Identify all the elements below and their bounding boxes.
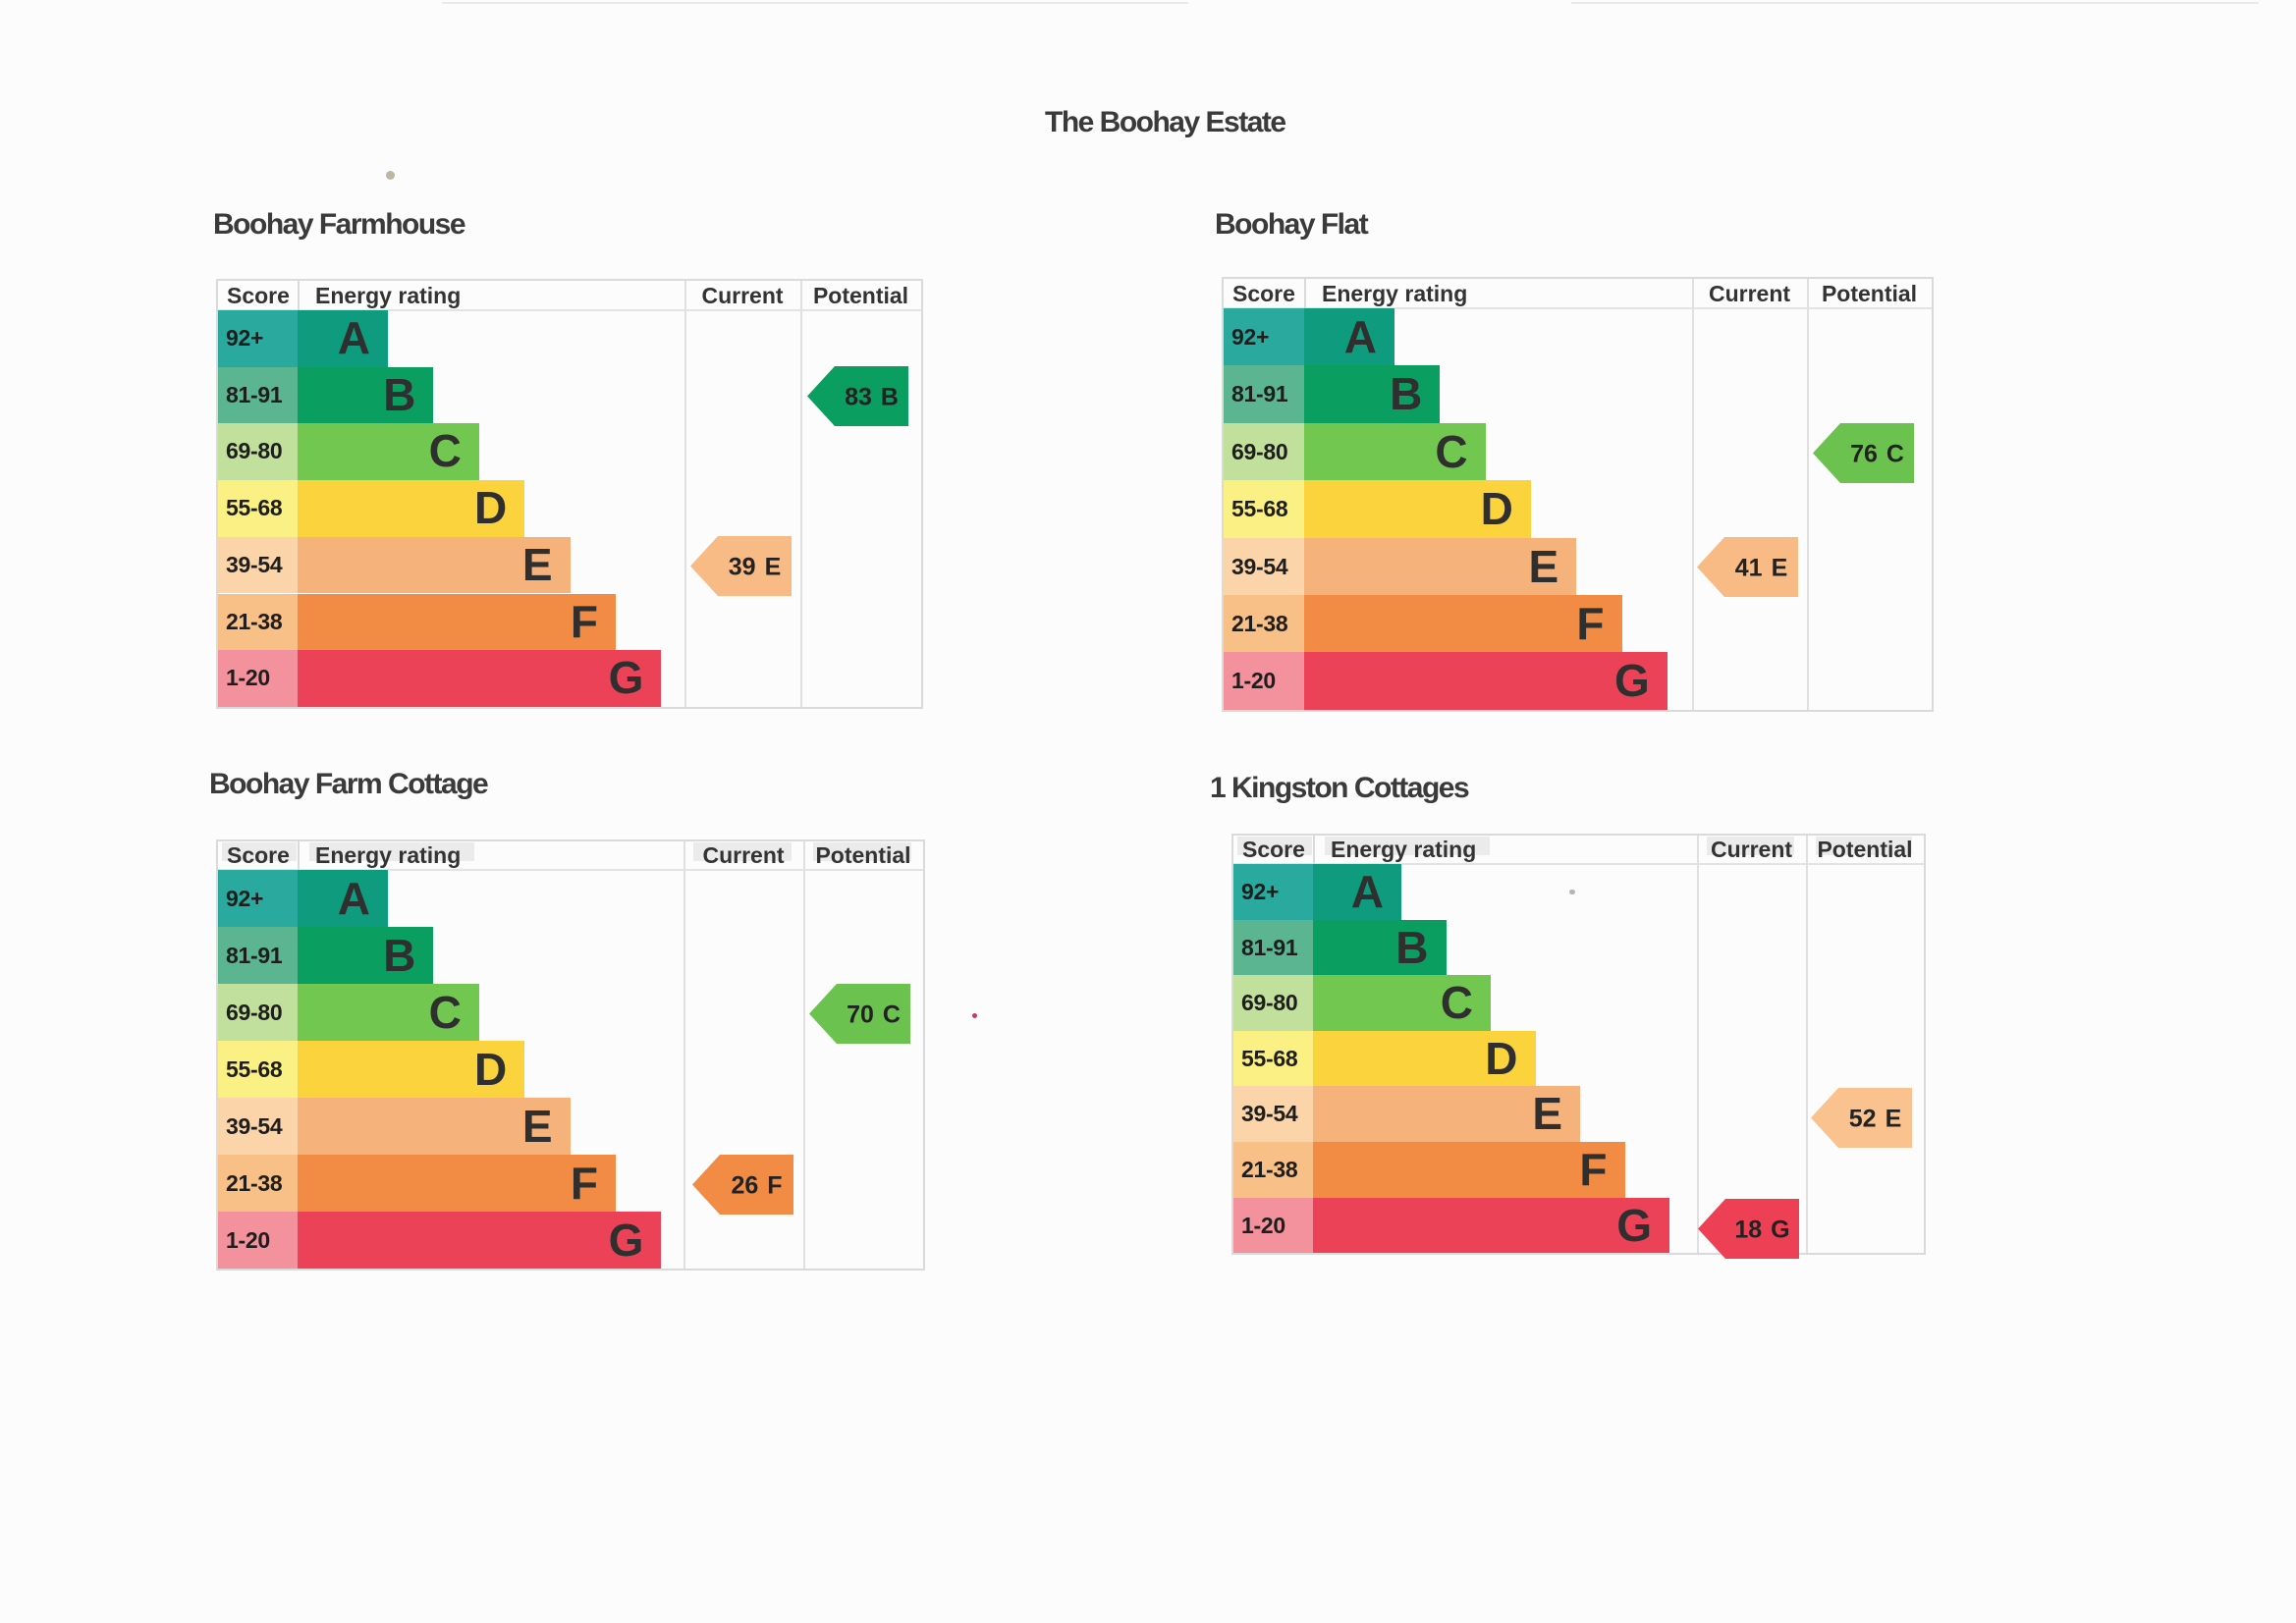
- svg-text:26F: 26 F: [731, 1171, 782, 1199]
- svg-text:83B: 83 B: [845, 384, 899, 411]
- svg-text:41E: 41 E: [1735, 555, 1788, 582]
- svg-text:76C: 76 C: [1850, 440, 1904, 467]
- svg-text:39E: 39 E: [729, 554, 782, 581]
- svg-text:52E: 52 E: [1849, 1106, 1902, 1133]
- svg-text:70C: 70 C: [847, 1001, 901, 1028]
